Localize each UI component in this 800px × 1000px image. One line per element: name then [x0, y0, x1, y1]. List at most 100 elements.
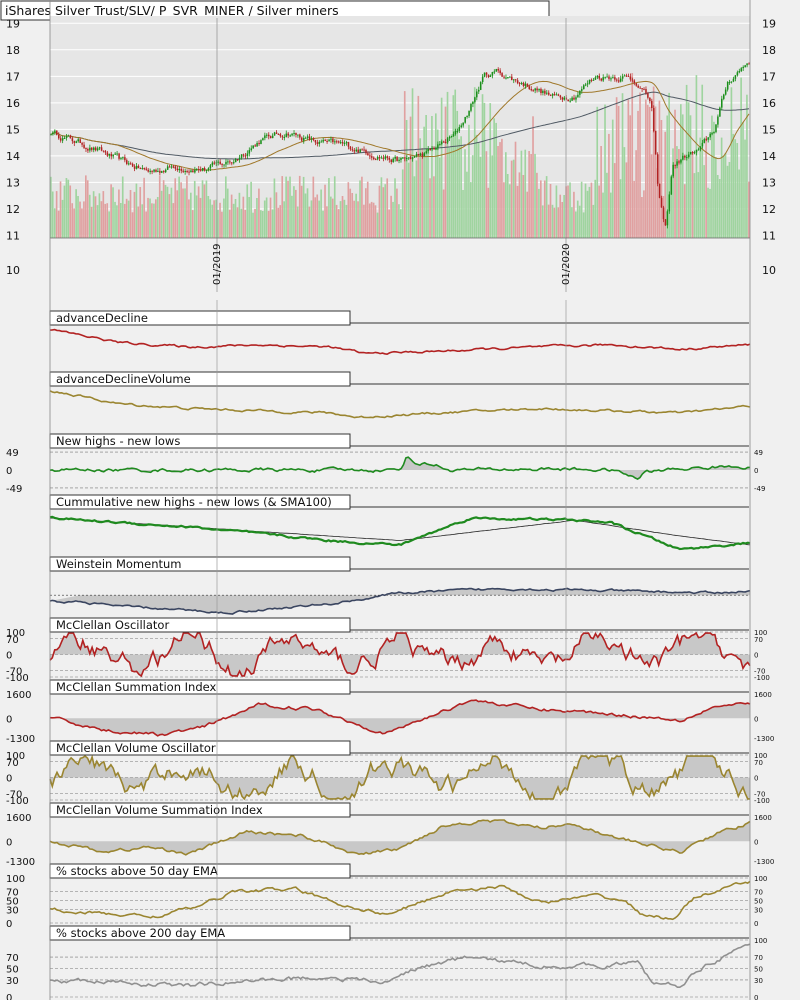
candle-body	[489, 75, 492, 77]
candle-body	[528, 86, 531, 90]
volume-bar	[602, 192, 604, 238]
volume-bar	[256, 198, 258, 238]
volume-bar	[118, 189, 120, 238]
volume-bar	[366, 181, 369, 238]
candle-body	[299, 134, 301, 138]
candle-body	[703, 139, 706, 143]
candle-body	[540, 88, 542, 93]
panel-series-line	[49, 587, 751, 615]
volume-bar	[188, 199, 190, 238]
volume-bar	[81, 208, 83, 238]
volume-bar	[300, 185, 303, 238]
candle-body	[425, 151, 428, 154]
candle-body	[651, 100, 653, 108]
candle-body	[240, 154, 243, 158]
volume-bar	[641, 197, 643, 238]
volume-bar	[405, 120, 408, 238]
candle-body	[373, 157, 375, 160]
candle-body	[456, 131, 459, 132]
candle-body	[551, 94, 554, 96]
candle-body	[413, 156, 416, 158]
candle-body	[662, 207, 665, 220]
candle-body	[507, 77, 509, 79]
volume-bar	[409, 116, 412, 238]
candle-body	[378, 157, 381, 159]
candle-body	[258, 143, 260, 144]
candle-body	[423, 153, 426, 157]
candle-body	[83, 144, 85, 148]
volume-bar	[273, 178, 276, 238]
volume-bar	[703, 165, 705, 238]
candle-body	[509, 76, 511, 78]
candle-body	[322, 139, 324, 142]
candle-body	[653, 108, 655, 132]
volume-bar	[191, 210, 194, 238]
candle-body	[217, 161, 219, 163]
volume-bar	[734, 139, 737, 238]
candle-body	[691, 152, 694, 153]
panel-title: McClellan Volume Oscillator	[56, 741, 216, 755]
candle-body	[684, 155, 686, 158]
candle-body	[485, 72, 488, 75]
candle-body	[314, 140, 317, 143]
volume-bar	[545, 176, 548, 238]
volume-bar	[477, 142, 480, 238]
volume-bar	[674, 109, 676, 238]
candle-body	[647, 93, 649, 98]
panel-series-line	[49, 456, 750, 481]
volume-bar	[629, 115, 632, 238]
panel-title: New highs - new lows	[56, 434, 180, 448]
candle-body	[149, 170, 151, 172]
candle-body	[170, 166, 173, 168]
volume-bar	[328, 178, 330, 238]
panel-title: McClellan Summation Index	[56, 680, 217, 694]
candle-body	[262, 138, 264, 141]
candle-body	[730, 81, 733, 83]
candle-body	[316, 142, 319, 144]
candle-body	[213, 162, 216, 164]
candle-body	[549, 94, 552, 96]
panel-y-tick-left: 100	[6, 874, 25, 885]
volume-bar	[135, 183, 138, 238]
candle-body	[330, 138, 332, 140]
panel-y-tick-left: -1300	[6, 734, 35, 745]
candle-body	[746, 63, 748, 66]
candle-body	[242, 154, 245, 156]
volume-bar	[508, 184, 511, 238]
candle-body	[474, 97, 476, 102]
candle-body	[561, 97, 564, 100]
volume-bar	[617, 105, 620, 239]
volume-bar	[419, 138, 422, 238]
panel-y-tick-right: 100	[754, 875, 767, 883]
volume-bar	[637, 110, 639, 238]
candle-body	[250, 148, 253, 151]
candle-body	[472, 101, 474, 104]
volume-bar	[378, 185, 381, 238]
cumulative-line	[49, 515, 751, 551]
candle-body	[437, 144, 439, 148]
volume-bar	[740, 77, 742, 238]
candle-body	[404, 157, 406, 159]
volume-bar	[83, 201, 85, 238]
volume-bar	[388, 209, 390, 238]
volume-bar	[678, 149, 680, 238]
volume-bar	[155, 199, 157, 238]
candle-body	[454, 131, 457, 134]
volume-bar	[435, 113, 437, 238]
candle-body	[209, 165, 212, 169]
candle-body	[468, 110, 470, 116]
volume-bar	[160, 190, 163, 238]
volume-bar	[707, 187, 709, 238]
panel-advanceDecline: advanceDecline	[49, 310, 751, 356]
volume-bar	[265, 197, 268, 238]
candle-body	[627, 75, 630, 77]
candle-body	[303, 138, 305, 141]
volume-bar	[176, 190, 179, 238]
volume-bar	[174, 178, 177, 238]
volume-bar	[110, 184, 112, 238]
panel-y-tick-left: 100	[6, 751, 25, 762]
volume-bar	[549, 184, 552, 238]
panel-y-tick-right: 1600	[754, 691, 772, 699]
volume-bar	[374, 205, 377, 238]
volume-bar	[90, 206, 93, 238]
